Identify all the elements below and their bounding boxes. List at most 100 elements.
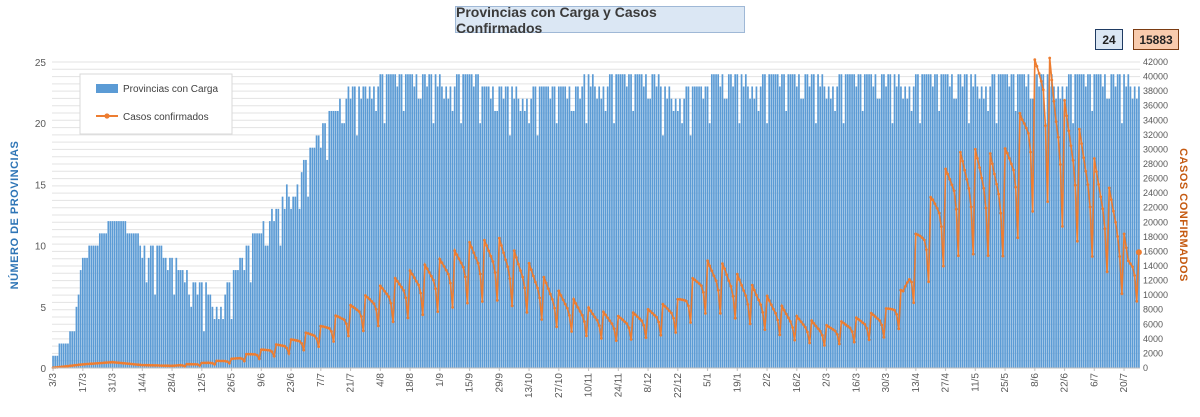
bar [668, 86, 671, 368]
y2-tick-label: 18000 [1143, 232, 1168, 242]
cases-point [181, 364, 185, 367]
cases-point [177, 363, 180, 367]
bar [904, 86, 907, 368]
bar [615, 74, 618, 369]
cases-point [130, 362, 134, 366]
cases-point [296, 339, 299, 343]
bar [307, 196, 309, 368]
bar [288, 196, 290, 368]
cases-point [361, 329, 365, 333]
cases-point [765, 294, 769, 298]
bar [241, 257, 244, 368]
cases-point [283, 344, 287, 348]
cases-point [359, 315, 363, 318]
bar [965, 74, 968, 369]
cases-point [172, 364, 176, 368]
bar [226, 282, 229, 368]
bar [910, 110, 913, 369]
bar [519, 110, 522, 369]
legend-label-bars: Provincias con Carga [123, 84, 218, 95]
bar [404, 74, 407, 369]
cases-point [999, 211, 1003, 215]
bar [328, 110, 331, 369]
bar [963, 74, 966, 369]
bar [341, 123, 343, 368]
cases-point [281, 344, 284, 348]
cases-point [803, 325, 807, 329]
cases-point [699, 284, 703, 287]
bar [742, 86, 745, 368]
bar [126, 233, 129, 368]
bar [564, 86, 567, 368]
cases-point [376, 324, 380, 328]
bar [880, 74, 883, 369]
cases-point [221, 359, 225, 363]
cases-point [372, 302, 376, 305]
bar [874, 74, 877, 369]
cases-point [298, 339, 301, 343]
cases-point [242, 359, 246, 363]
bar [1087, 74, 1089, 369]
cases-point [1084, 169, 1088, 173]
bar [360, 98, 363, 368]
cases-point [478, 272, 482, 276]
cases-point [757, 298, 760, 302]
bar [398, 74, 401, 369]
bar [171, 257, 173, 368]
bar [653, 74, 656, 369]
cases-point [476, 261, 480, 265]
cases-point [111, 360, 114, 364]
cases-point [982, 186, 986, 190]
cases-point [104, 361, 108, 364]
bar [853, 74, 856, 369]
cases-point [417, 283, 420, 287]
cases-point [355, 308, 359, 312]
cases-point [650, 311, 654, 315]
cases-point [965, 177, 969, 181]
cases-point [249, 352, 253, 356]
bar [974, 74, 977, 369]
bar [628, 74, 630, 369]
bar [989, 86, 992, 368]
cases-point [279, 343, 282, 347]
x-tick-label: 26/5 [227, 373, 238, 393]
cases-point [691, 276, 695, 280]
y2-tick-label: 4000 [1143, 334, 1163, 344]
cases-point [829, 326, 833, 330]
bar [1131, 98, 1134, 368]
cases-point [342, 318, 346, 322]
x-tick-label: 22/6 [1060, 373, 1071, 393]
bar [857, 74, 860, 369]
cases-point [880, 323, 884, 327]
cases-point [238, 356, 242, 360]
cases-point [1027, 132, 1030, 135]
bar [319, 147, 322, 368]
cases-point [988, 152, 992, 155]
bar [1072, 123, 1074, 368]
cases-point [1022, 122, 1026, 125]
cases-point [393, 276, 397, 280]
bar [458, 74, 460, 369]
bar [203, 331, 205, 368]
cases-point [508, 277, 512, 280]
bar [842, 123, 845, 368]
cases-point [602, 310, 605, 314]
bar-series [52, 74, 1140, 369]
bar [749, 98, 751, 368]
bar [285, 184, 288, 368]
bar [296, 184, 299, 368]
cases-point [888, 307, 892, 311]
cases-point [867, 338, 871, 342]
cases-point [718, 312, 722, 315]
cases-point [132, 362, 136, 366]
cases-point [1090, 255, 1094, 258]
bar [781, 74, 783, 369]
cases-point [455, 253, 459, 257]
cases-point [338, 316, 342, 319]
bar [77, 294, 80, 368]
bar [209, 294, 212, 368]
bar [838, 74, 841, 369]
bar [861, 110, 864, 369]
cases-point [64, 364, 68, 368]
cases-point [1024, 126, 1028, 130]
